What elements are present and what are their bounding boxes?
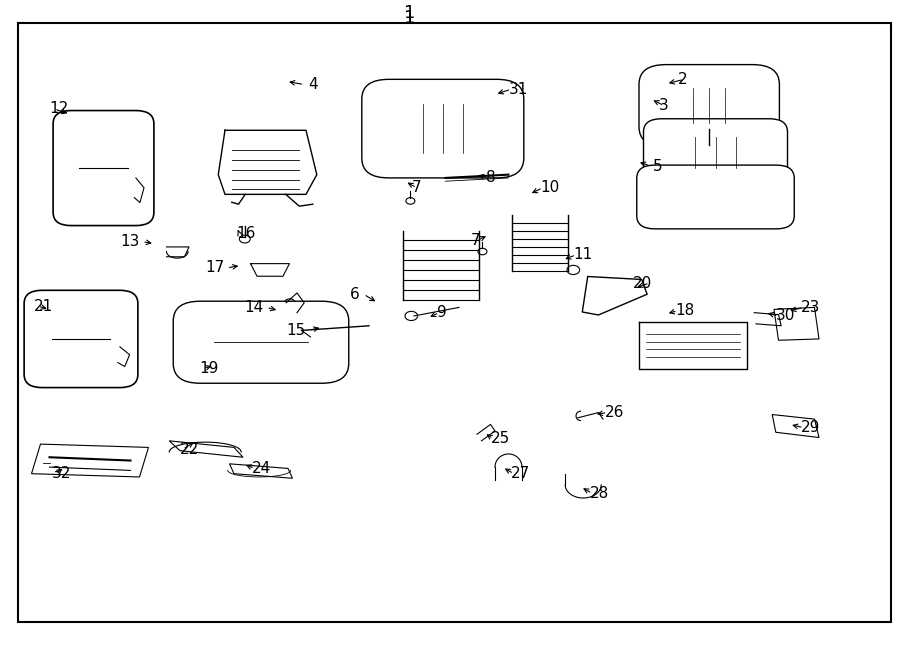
Text: 23: 23 <box>801 300 821 315</box>
Text: 3: 3 <box>659 98 669 113</box>
Text: 7: 7 <box>411 180 421 195</box>
Polygon shape <box>32 444 148 477</box>
FancyBboxPatch shape <box>644 119 788 194</box>
Text: 24: 24 <box>252 461 271 476</box>
Text: 2: 2 <box>678 72 688 87</box>
Text: 12: 12 <box>50 101 68 116</box>
Text: 29: 29 <box>801 420 821 435</box>
Text: 16: 16 <box>237 226 256 241</box>
Text: 6: 6 <box>350 287 360 302</box>
Text: 14: 14 <box>245 300 264 315</box>
Text: 9: 9 <box>436 305 446 320</box>
Text: 4: 4 <box>308 77 318 92</box>
FancyBboxPatch shape <box>173 301 348 383</box>
FancyBboxPatch shape <box>24 290 138 387</box>
FancyBboxPatch shape <box>53 110 154 225</box>
FancyBboxPatch shape <box>637 165 794 229</box>
Text: 7: 7 <box>471 233 481 248</box>
Polygon shape <box>772 414 819 438</box>
Text: 32: 32 <box>52 466 72 481</box>
Text: 5: 5 <box>652 159 662 174</box>
Text: 26: 26 <box>605 405 625 420</box>
Text: 27: 27 <box>511 466 530 481</box>
Text: 1: 1 <box>404 4 415 22</box>
Text: 20: 20 <box>634 276 652 291</box>
Text: 1: 1 <box>404 9 415 26</box>
Text: 13: 13 <box>120 234 140 249</box>
Text: 25: 25 <box>491 432 509 446</box>
Polygon shape <box>774 307 819 340</box>
Text: 17: 17 <box>206 260 225 276</box>
Text: 22: 22 <box>180 442 199 457</box>
Text: 21: 21 <box>34 299 53 313</box>
FancyBboxPatch shape <box>362 79 524 178</box>
Text: 18: 18 <box>675 303 694 318</box>
FancyBboxPatch shape <box>639 65 779 147</box>
Text: 30: 30 <box>776 309 796 323</box>
Text: 19: 19 <box>200 361 220 376</box>
Text: 28: 28 <box>590 486 608 501</box>
Polygon shape <box>169 441 243 457</box>
Text: 31: 31 <box>508 82 528 97</box>
Polygon shape <box>582 276 647 315</box>
Polygon shape <box>230 464 292 479</box>
Text: 10: 10 <box>540 180 559 195</box>
Text: 11: 11 <box>573 247 592 262</box>
Text: 15: 15 <box>287 323 306 338</box>
Text: 8: 8 <box>486 171 496 186</box>
